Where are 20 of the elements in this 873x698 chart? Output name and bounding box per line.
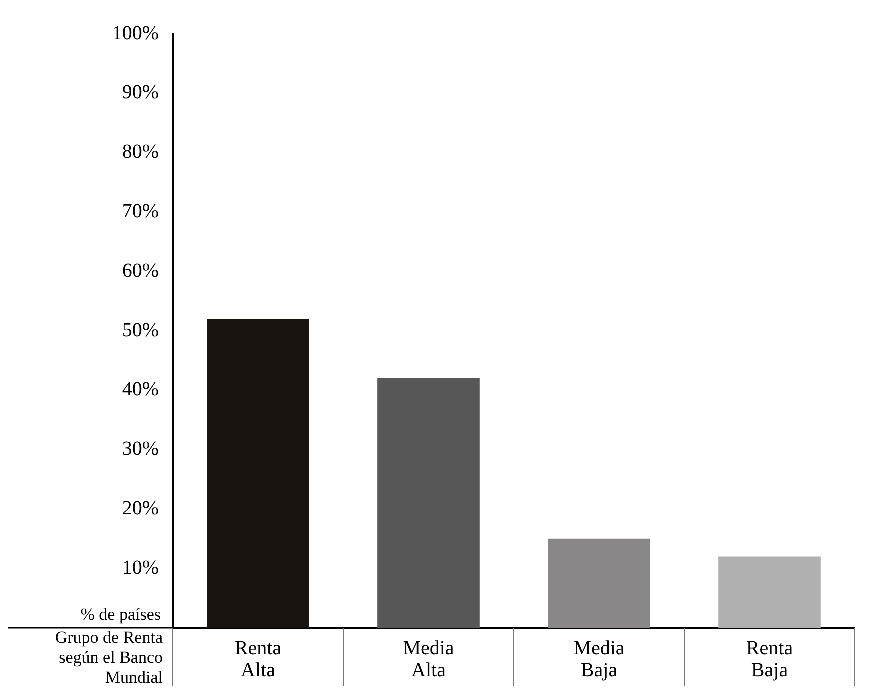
x-axis-title: Grupo de Renta según el Banco Mundial bbox=[55, 628, 164, 687]
y-tick-label: 70% bbox=[122, 200, 159, 222]
y-tick-label: 10% bbox=[122, 556, 159, 579]
bar bbox=[548, 538, 650, 628]
x-tick-label: Media Alta bbox=[403, 637, 454, 682]
y-tick-label: 30% bbox=[122, 438, 159, 460]
bar bbox=[378, 378, 480, 628]
y-tick-label: 50% bbox=[122, 319, 159, 342]
x-tick-label: Media Baja bbox=[574, 637, 625, 682]
x-tick-label: Renta Baja bbox=[746, 637, 794, 682]
y-tick-label: 40% bbox=[122, 378, 159, 401]
y-tick-label: 100% bbox=[112, 22, 159, 44]
y-axis-title: % de países bbox=[80, 604, 161, 624]
x-tick-label: Renta Alta bbox=[234, 637, 282, 682]
y-tick-label: 80% bbox=[122, 141, 159, 164]
bar bbox=[207, 319, 310, 628]
bar bbox=[718, 556, 821, 628]
y-tick-label: 90% bbox=[122, 82, 159, 104]
y-tick-label: 60% bbox=[122, 260, 159, 282]
y-tick-label: 20% bbox=[122, 497, 159, 520]
